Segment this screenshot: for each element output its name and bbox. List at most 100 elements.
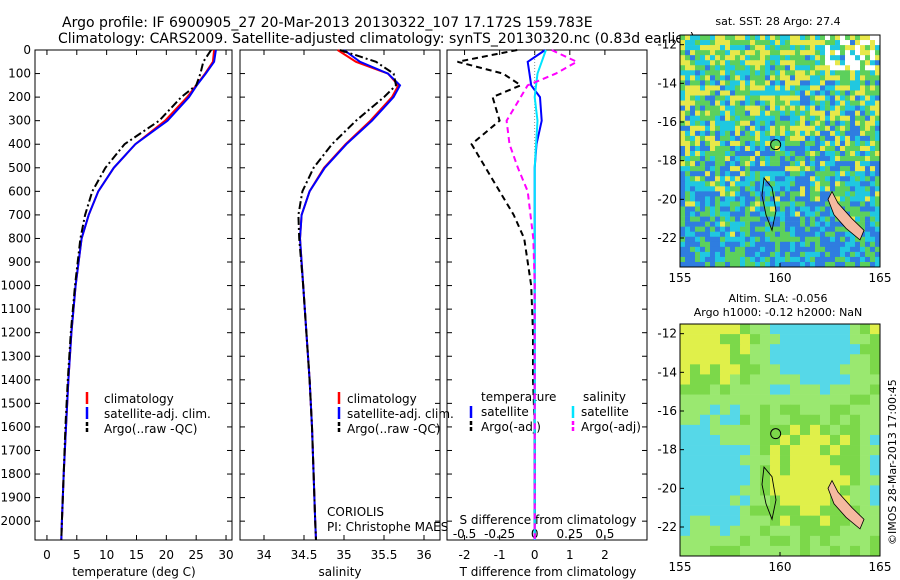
map-cell [875, 251, 881, 258]
map-cell [770, 231, 776, 238]
map-cell [705, 115, 711, 122]
map-cell [795, 140, 801, 147]
map-cell [805, 105, 811, 111]
map-cell [730, 344, 741, 355]
map-cell [800, 181, 806, 187]
map-cell [820, 525, 831, 537]
map-cell [855, 110, 861, 116]
map-cell [870, 384, 881, 395]
map-cell [850, 236, 856, 243]
map-cell [740, 241, 746, 248]
map-cell [735, 186, 741, 192]
map-cell [760, 161, 766, 167]
map-cell [770, 354, 781, 365]
map-cell [870, 145, 876, 152]
map-cell [680, 424, 691, 436]
map-cell [875, 191, 881, 197]
map-cell [680, 515, 691, 527]
series-line-satellite-adj-clim- [298, 49, 402, 541]
map-cell [795, 221, 801, 227]
map-cell [735, 95, 741, 101]
map-cell [870, 60, 876, 66]
legend-label-satellite: satellite-adj. clim. [347, 407, 454, 421]
map-cell [765, 251, 771, 258]
map-cell [850, 334, 861, 345]
map-cell [805, 100, 811, 106]
map-cell [840, 120, 846, 127]
map-cell [870, 90, 876, 96]
map-cell [840, 186, 846, 192]
map-y-tick-label: -16 [657, 115, 677, 129]
map-cell [740, 364, 751, 375]
map-cell [710, 191, 716, 197]
map-cell [860, 120, 866, 127]
map-cell [875, 125, 881, 132]
map-cell [710, 65, 716, 71]
map-cell [795, 246, 801, 253]
map-cell [840, 95, 846, 101]
map-cell [760, 211, 766, 217]
map-cell [770, 515, 781, 527]
map-cell [790, 216, 796, 222]
map-cell [735, 90, 741, 96]
map-cell [755, 171, 761, 177]
map-cell [680, 354, 691, 365]
map-cell [705, 236, 711, 243]
map-cell [710, 374, 721, 385]
map-cell [760, 130, 766, 137]
map-cell [690, 65, 696, 71]
map-cell [700, 434, 711, 446]
map-cell [685, 221, 691, 227]
map-cell [740, 181, 746, 187]
map-cell [825, 110, 831, 116]
map-cell [745, 140, 751, 147]
map-cell [790, 60, 796, 66]
map-cell [730, 85, 736, 91]
map-cell [820, 130, 826, 137]
map-cell [870, 125, 876, 132]
map-cell [795, 261, 801, 268]
map-cell [765, 50, 771, 56]
map-cell [695, 226, 701, 232]
map-cell [760, 145, 766, 152]
map-cell [715, 256, 721, 263]
map-cell [865, 125, 871, 132]
map-cell [795, 120, 801, 127]
map-cell [680, 110, 686, 116]
map-cell [725, 261, 731, 268]
sla-map: 155 160 165-12-14-16-18-20-22 [657, 324, 891, 574]
map-cell [715, 186, 721, 192]
map-cell [705, 196, 711, 202]
salinity-panel-frame [239, 49, 441, 541]
map-cell [850, 231, 856, 238]
map-cell [745, 226, 751, 232]
map-cell [765, 171, 771, 177]
map-cell [750, 535, 761, 547]
map-cell [740, 505, 751, 516]
map-cell [720, 140, 726, 147]
map-cell [745, 166, 751, 172]
map-cell [740, 334, 751, 345]
map-cell [845, 151, 851, 157]
map-cell [790, 251, 796, 258]
map-cell [810, 70, 816, 76]
map-cell [775, 45, 781, 51]
map-cell [770, 196, 776, 202]
map-cell [780, 505, 791, 516]
map-cell [810, 40, 816, 46]
map-cell [835, 35, 841, 41]
map-cell [700, 125, 706, 132]
map-cell [850, 256, 856, 263]
map-cell [850, 485, 861, 496]
map-cell [850, 186, 856, 192]
map-cell [785, 35, 791, 41]
map-cell [700, 374, 711, 385]
map-cell [730, 145, 736, 152]
map-cell [750, 181, 756, 187]
map-cell [830, 364, 841, 375]
map-cell [740, 130, 746, 137]
map-cell [810, 221, 816, 227]
map-cell [725, 145, 731, 152]
map-cell [770, 176, 776, 182]
map-cell [690, 35, 696, 41]
